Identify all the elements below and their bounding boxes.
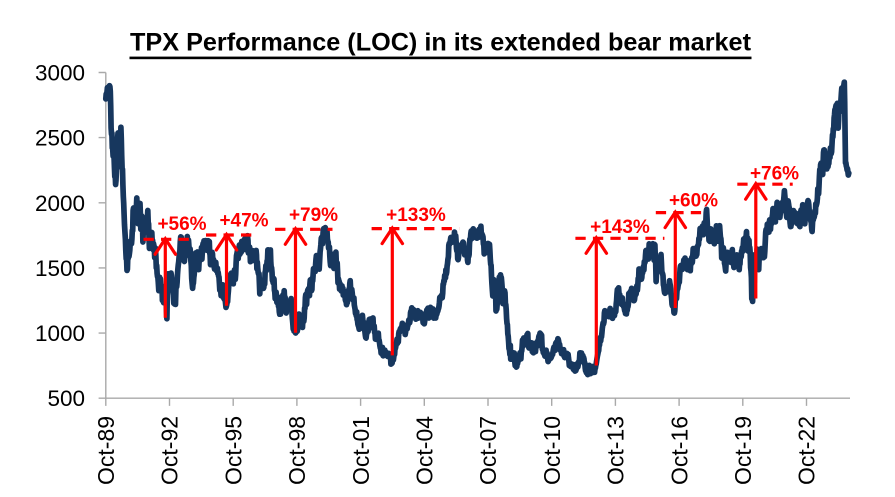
svg-text:Oct-92: Oct-92 bbox=[157, 416, 183, 485]
svg-text:1500: 1500 bbox=[35, 256, 85, 281]
svg-text:2500: 2500 bbox=[35, 126, 85, 151]
svg-text:1000: 1000 bbox=[35, 321, 85, 346]
svg-text:+79%: +79% bbox=[289, 205, 338, 226]
svg-text:Oct-07: Oct-07 bbox=[475, 416, 501, 485]
svg-text:Oct-04: Oct-04 bbox=[412, 416, 438, 485]
svg-text:Oct-98: Oct-98 bbox=[284, 416, 310, 485]
svg-text:Oct-16: Oct-16 bbox=[666, 416, 692, 485]
svg-text:Oct-13: Oct-13 bbox=[603, 416, 629, 485]
svg-text:+47%: +47% bbox=[219, 211, 268, 232]
svg-text:Oct-10: Oct-10 bbox=[539, 416, 565, 485]
svg-text:Oct-22: Oct-22 bbox=[794, 416, 820, 485]
svg-text:Oct-01: Oct-01 bbox=[348, 416, 374, 485]
svg-text:+133%: +133% bbox=[386, 205, 446, 226]
svg-text:+76%: +76% bbox=[750, 163, 799, 184]
svg-text:3000: 3000 bbox=[35, 61, 85, 86]
svg-text:TPX Performance (LOC) in its e: TPX Performance (LOC) in its extended be… bbox=[130, 28, 752, 56]
svg-text:+60%: +60% bbox=[669, 191, 718, 212]
svg-text:2000: 2000 bbox=[35, 191, 85, 216]
svg-text:+56%: +56% bbox=[157, 214, 206, 235]
svg-text:Oct-89: Oct-89 bbox=[93, 416, 119, 485]
svg-text:Oct-95: Oct-95 bbox=[220, 416, 246, 485]
svg-text:500: 500 bbox=[47, 386, 85, 411]
svg-text:+143%: +143% bbox=[590, 217, 650, 238]
svg-text:Oct-19: Oct-19 bbox=[730, 416, 756, 485]
